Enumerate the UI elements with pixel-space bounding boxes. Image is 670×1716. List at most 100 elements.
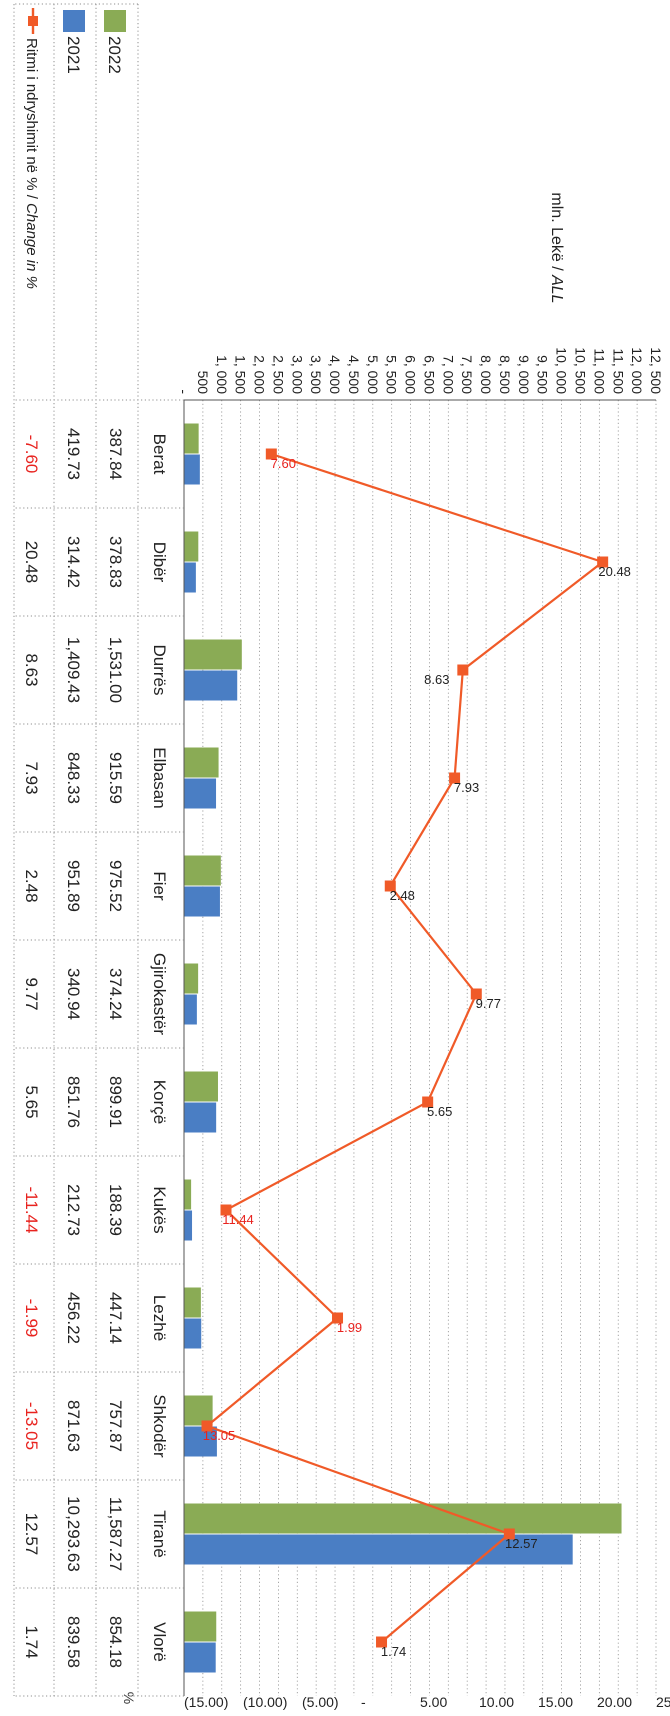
table-cell-r0-c8: 447.14 bbox=[106, 1292, 125, 1344]
table-cell-r0-c3: 915.59 bbox=[106, 752, 125, 804]
primary-tick-label: 10, 500 bbox=[572, 347, 588, 394]
table-cell-r0-c2: 1,531.00 bbox=[106, 637, 125, 703]
primary-tick-label: 1, 500 bbox=[233, 355, 249, 394]
primary-axis-title-unit: ALL bbox=[548, 274, 565, 303]
rate-data-label-6: 5.65 bbox=[427, 1104, 452, 1119]
table-cell-r0-c1: 378.83 bbox=[106, 536, 125, 588]
primary-tick-label: 7, 000 bbox=[440, 355, 456, 394]
table-cell-r1-c5: 340.94 bbox=[64, 968, 83, 1020]
table-cell-r0-c4: 975.52 bbox=[106, 860, 125, 912]
legend-swatch-2022 bbox=[104, 10, 126, 32]
table-cell-r1-c1: 314.42 bbox=[64, 536, 83, 588]
legend-label-rate-sq: Ritmi i ndryshimit në % / bbox=[23, 38, 40, 203]
secondary-tick-label: 5.00 bbox=[420, 1694, 447, 1710]
category-label-4: Fier bbox=[150, 871, 169, 901]
bar-2021-11 bbox=[184, 1642, 216, 1673]
primary-tick-label: 5, 000 bbox=[365, 355, 381, 394]
secondary-tick-label: (10.00) bbox=[243, 1694, 287, 1710]
table-cell-r1-c3: 848.33 bbox=[64, 752, 83, 804]
bar-2022-2 bbox=[183, 639, 242, 670]
bar-2021-5 bbox=[184, 994, 197, 1025]
rate-data-label-2: 8.63 bbox=[424, 672, 449, 687]
table-cell-r2-c10: 12.57 bbox=[22, 1513, 41, 1556]
rate-marker-5 bbox=[470, 988, 482, 1000]
table-cell-r2-c7: -11.44 bbox=[22, 1187, 41, 1234]
primary-tick-label: - bbox=[176, 389, 192, 394]
primary-tick-label: 4, 500 bbox=[346, 355, 362, 394]
table-cell-r1-c11: 839.58 bbox=[64, 1616, 83, 1668]
category-label-0: Berat bbox=[150, 434, 169, 475]
primary-tick-label: 2, 000 bbox=[252, 355, 268, 394]
secondary-tick-label: (15.00) bbox=[184, 1694, 228, 1710]
bar-2021-2 bbox=[183, 670, 238, 701]
bar-2021-10 bbox=[184, 1534, 573, 1565]
secondary-tick-label: 25.00 bbox=[656, 1694, 670, 1710]
primary-tick-label: 2, 500 bbox=[270, 355, 286, 394]
primary-tick-label: 3, 000 bbox=[289, 355, 305, 394]
legend: 2022 2021 Ritmi i ndryshimit në % / Change… bbox=[23, 8, 126, 289]
secondary-tick-label: - bbox=[361, 1694, 366, 1710]
rate-data-label-5: 9.77 bbox=[476, 996, 501, 1011]
legend-label-rate: Ritmi i ndryshimit në % / Change in % bbox=[23, 38, 40, 289]
rate-data-label-1: 20.48 bbox=[598, 564, 631, 579]
primary-tick-label: 500 bbox=[195, 371, 211, 395]
rate-marker-0 bbox=[265, 448, 277, 460]
primary-tick-label: 12, 500 bbox=[648, 347, 664, 394]
primary-tick-label: 7, 500 bbox=[459, 355, 475, 394]
bar-series bbox=[183, 423, 622, 1673]
table-cell-r2-c9: -13.05 bbox=[22, 1402, 41, 1450]
rate-marker-7 bbox=[220, 1204, 232, 1216]
table-cell-r2-c8: -1.99 bbox=[22, 1299, 41, 1338]
rate-marker-6 bbox=[422, 1096, 434, 1108]
primary-axis-title-prefix: mln. Lekë / bbox=[548, 192, 565, 275]
table-cell-r1-c9: 871.63 bbox=[64, 1400, 83, 1452]
rate-line bbox=[204, 452, 605, 1643]
table-cell-r1-c7: 212.73 bbox=[64, 1184, 83, 1236]
bar-2021-4 bbox=[183, 886, 220, 917]
rate-marker-9 bbox=[201, 1420, 213, 1432]
table-cell-r2-c6: 5.65 bbox=[22, 1085, 41, 1118]
rate-data-label-0: 7.60 bbox=[271, 456, 296, 471]
bar-2021-3 bbox=[183, 778, 217, 809]
rate-data-label-4: 2.48 bbox=[390, 888, 415, 903]
category-label-3: Elbasan bbox=[150, 747, 169, 808]
table-cell-r0-c10: 11,587.27 bbox=[106, 1497, 125, 1571]
table-cell-r0-c11: 854.18 bbox=[106, 1616, 125, 1668]
table-cell-r2-c2: 8.63 bbox=[22, 653, 41, 686]
primary-tick-label: 11, 500 bbox=[610, 348, 626, 394]
legend-label-2021: 2021 bbox=[64, 36, 83, 74]
category-label-8: Lezhë bbox=[150, 1295, 169, 1341]
rate-data-label-3: 7.93 bbox=[454, 780, 479, 795]
bar-2022-5 bbox=[184, 963, 199, 994]
rate-data-label-7: 11.44 bbox=[222, 1212, 254, 1227]
table-cell-r0-c0: 387.84 bbox=[106, 428, 125, 480]
primary-tick-label: 9, 000 bbox=[516, 355, 532, 394]
category-label-6: Korçë bbox=[150, 1080, 169, 1124]
primary-axis-title: mln. Lekë / ALL bbox=[548, 192, 565, 303]
table-cell-r1-c4: 951.89 bbox=[64, 860, 83, 912]
bar-2022-1 bbox=[184, 531, 199, 562]
secondary-tick-label: (5.00) bbox=[302, 1694, 339, 1710]
rate-line-series: 7.60 20.48 8.63 7.93 2.48 9.77 5.65 11.44 1.99 13… bbox=[201, 448, 631, 1659]
table-cell-r2-c5: 9.77 bbox=[22, 977, 41, 1010]
table-cell-r1-c0: 419.73 bbox=[64, 428, 83, 480]
secondary-tick-label: 10.00 bbox=[479, 1694, 514, 1710]
primary-tick-label: 8, 000 bbox=[478, 355, 494, 394]
table-cell-r2-c11: 1.74 bbox=[22, 1625, 41, 1658]
bar-2021-6 bbox=[183, 1102, 217, 1133]
table-cell-r0-c5: 374.24 bbox=[106, 968, 125, 1020]
category-label-9: Shkodër bbox=[150, 1394, 169, 1458]
rate-data-label-8: 1.99 bbox=[337, 1320, 362, 1335]
table-cell-r0-c9: 757.87 bbox=[106, 1400, 125, 1452]
bar-2021-7 bbox=[184, 1210, 193, 1241]
table-cell-r1-c10: 10,293.63 bbox=[64, 1496, 83, 1572]
secondary-axis-title: % bbox=[121, 1692, 137, 1704]
bar-2021-8 bbox=[184, 1318, 202, 1349]
rate-data-label-9: 13.05 bbox=[203, 1428, 236, 1443]
bar-2022-11 bbox=[184, 1611, 217, 1642]
bar-2022-0 bbox=[183, 423, 199, 454]
primary-tick-label: 3, 500 bbox=[308, 355, 324, 394]
